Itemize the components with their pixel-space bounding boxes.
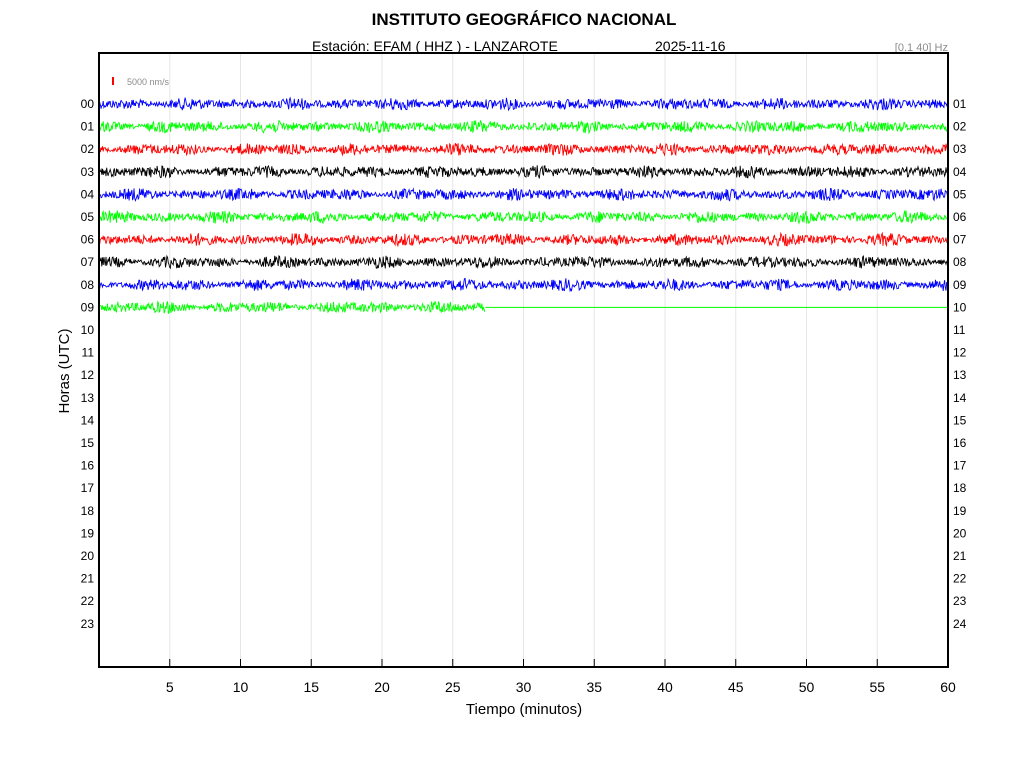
hour-label-right: 12 [953, 346, 967, 360]
x-tick-label: 60 [940, 679, 956, 695]
hour-label-right: 02 [953, 120, 967, 134]
hour-label-right: 08 [953, 255, 967, 269]
date-label: 2025-11-16 [655, 38, 726, 54]
x-tick-label: 40 [657, 679, 673, 695]
x-tick-label: 5 [166, 679, 174, 695]
hour-label-left: 10 [81, 323, 95, 337]
hour-label-right: 15 [953, 413, 967, 427]
hour-label-left: 16 [81, 459, 95, 473]
station-label: Estación: EFAM ( HHZ ) - LANZAROTE [312, 38, 558, 54]
hour-label-left: 15 [81, 436, 95, 450]
hour-label-right: 21 [953, 549, 967, 563]
hour-label-left: 04 [81, 187, 95, 201]
hour-label-left: 02 [81, 142, 95, 156]
hour-label-right: 10 [953, 300, 967, 314]
left-hour-labels: 00 01 02 03 04 05 06 07 08 09 10 11 12 13 14 15 16 17 18 19… [81, 97, 95, 631]
filter-band-label: [0.1 40] Hz [894, 42, 948, 54]
trace-hour-02 [98, 142, 948, 157]
hour-label-right: 09 [953, 278, 967, 292]
hour-label-left: 12 [81, 368, 95, 382]
trace-hour-00 [98, 96, 948, 112]
hour-label-right: 05 [953, 187, 967, 201]
hour-label-right: 06 [953, 210, 967, 224]
hour-label-right: 23 [953, 594, 967, 608]
hour-label-left: 06 [81, 233, 95, 247]
y-axis-label: Horas (UTC) [56, 328, 73, 413]
hour-label-left: 05 [81, 210, 95, 224]
chart-title: INSTITUTO GEOGRÁFICO NACIONAL [371, 10, 677, 29]
hour-label-right: 11 [953, 323, 966, 337]
scale-bar [112, 77, 114, 85]
hour-label-right: 03 [953, 142, 967, 156]
hour-label-left: 17 [81, 481, 95, 495]
x-tick-label: 55 [869, 679, 885, 695]
x-tick-label: 25 [445, 679, 461, 695]
trace-hour-03 [98, 164, 948, 180]
hour-label-left: 09 [81, 300, 95, 314]
seismic-traces [98, 96, 948, 315]
trace-hour-01 [98, 119, 948, 135]
x-axis-label: Tiempo (minutos) [466, 701, 582, 718]
hour-label-right: 20 [953, 526, 967, 540]
hour-label-right: 22 [953, 572, 967, 586]
trace-hour-04 [98, 187, 948, 203]
hour-label-left: 20 [81, 549, 95, 563]
trace-hour-09 [98, 300, 486, 315]
hour-label-left: 01 [81, 120, 95, 134]
vertical-grid [169, 54, 878, 666]
x-tick-label: 20 [374, 679, 390, 695]
hour-label-right: 18 [953, 481, 967, 495]
trace-hour-07 [98, 254, 948, 270]
hour-label-right: 17 [953, 459, 967, 473]
hour-label-left: 00 [81, 97, 95, 111]
hour-label-left: 14 [81, 413, 95, 427]
hour-label-left: 03 [81, 165, 95, 179]
hour-label-left: 22 [81, 594, 95, 608]
hour-label-left: 21 [81, 572, 95, 586]
trace-hour-05 [98, 209, 948, 225]
hour-label-left: 11 [82, 346, 95, 360]
x-tick-label: 35 [586, 679, 602, 695]
hour-label-left: 07 [81, 255, 95, 269]
hour-label-left: 13 [81, 391, 95, 405]
x-axis-ticks: 5 10 15 20 25 30 35 40 45 50 55 60 [166, 659, 956, 695]
hour-label-right: 13 [953, 368, 967, 382]
hour-label-left: 08 [81, 278, 95, 292]
x-tick-label: 45 [728, 679, 744, 695]
hour-label-right: 04 [953, 165, 967, 179]
hour-label-right: 01 [953, 97, 967, 111]
trace-hour-06 [98, 231, 948, 248]
hour-label-right: 14 [953, 391, 967, 405]
scale-label: 5000 nm/s [127, 77, 170, 87]
hour-label-right: 24 [953, 617, 967, 631]
plot-frame [98, 52, 949, 668]
right-hour-labels: 01 02 03 04 05 06 07 08 09 10 11 12 13 14 15 16 17 18 19 20… [953, 97, 967, 631]
hour-label-right: 19 [953, 504, 967, 518]
x-tick-label: 50 [799, 679, 815, 695]
trace-hour-08 [98, 277, 948, 293]
hour-label-right: 07 [953, 233, 967, 247]
hour-label-left: 19 [81, 526, 95, 540]
x-tick-label: 10 [233, 679, 249, 695]
hour-label-left: 23 [81, 617, 95, 631]
hour-label-right: 16 [953, 436, 967, 450]
hour-label-left: 18 [81, 504, 95, 518]
x-tick-label: 30 [516, 679, 532, 695]
x-tick-label: 15 [303, 679, 319, 695]
